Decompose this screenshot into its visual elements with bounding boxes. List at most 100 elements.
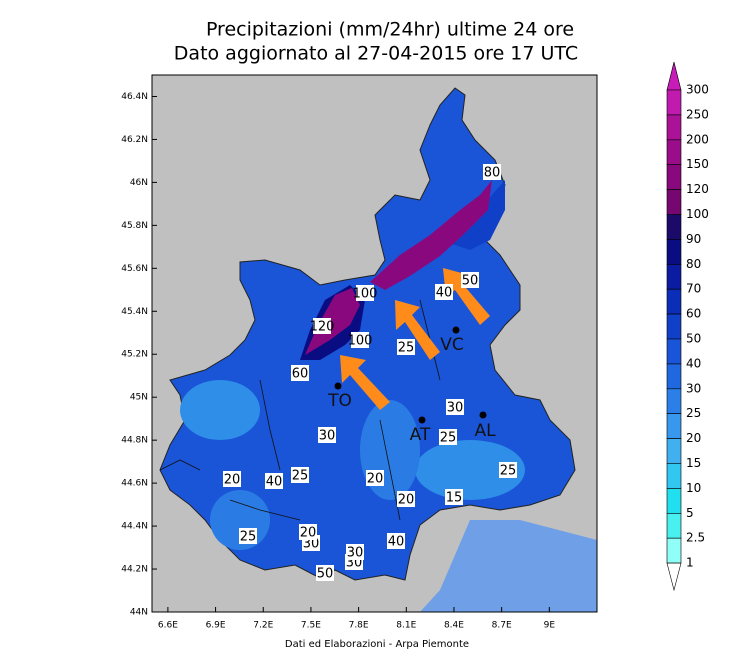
contour-label: 20 bbox=[398, 493, 415, 508]
lat-tick-label: 45.8N bbox=[121, 221, 148, 231]
colorbar-segment bbox=[666, 363, 682, 390]
colorbar-segment bbox=[666, 463, 682, 489]
colorbar-segment bbox=[666, 513, 682, 539]
contour-label: 40 bbox=[436, 286, 453, 301]
contour-label-box bbox=[239, 528, 257, 544]
contour-label-box bbox=[291, 365, 309, 381]
contour-label: 50 bbox=[462, 274, 479, 289]
arrows bbox=[340, 268, 490, 410]
lon-tick-label: 6.9E bbox=[206, 621, 226, 631]
contour-label-box bbox=[351, 332, 369, 348]
contour-label: 60 bbox=[292, 367, 309, 382]
lat-tick-label: 45N bbox=[130, 393, 148, 403]
lat-tick-label: 45.2N bbox=[121, 350, 148, 360]
lat-tick-label: 45.4N bbox=[121, 307, 148, 317]
title-line: Dato aggiornato al 27-04-2015 ore 17 UTC bbox=[174, 43, 578, 65]
contour-label-box bbox=[397, 491, 415, 507]
colorbar-label: 150 bbox=[686, 157, 709, 171]
colorbar-label: 60 bbox=[686, 307, 701, 321]
colorbar-segment bbox=[666, 288, 682, 315]
lon-tick-label: 7.5E bbox=[301, 621, 321, 631]
colorbar-label: 1 bbox=[686, 556, 694, 570]
light-area bbox=[180, 380, 260, 440]
colorbar-label: 2.5 bbox=[686, 531, 705, 545]
city-label: TO bbox=[327, 391, 352, 411]
lon-tick-label: 8.1E bbox=[396, 621, 416, 631]
lat-tick-label: 45.6N bbox=[121, 264, 148, 274]
lat-tick-label: 44.4N bbox=[121, 522, 148, 532]
colorbar-label: 200 bbox=[686, 132, 709, 146]
footer: Dati ed Elaborazioni - Arpa Piemonte bbox=[285, 639, 469, 650]
contour-label-box bbox=[356, 285, 374, 301]
lat-tick-label: 44.6N bbox=[121, 479, 148, 489]
colorbar-label: 250 bbox=[686, 107, 709, 121]
contour-label: 20 bbox=[300, 526, 317, 541]
map-frame bbox=[151, 74, 598, 613]
colorbar-segment bbox=[666, 562, 682, 592]
contour-label-box bbox=[223, 471, 241, 487]
contour-label-box bbox=[313, 318, 331, 334]
colorbar-segment bbox=[666, 214, 682, 240]
contour-label: 25 bbox=[500, 464, 517, 479]
city-label: AT bbox=[410, 425, 431, 445]
contour-label-box bbox=[387, 533, 405, 549]
contour-label: 100 bbox=[348, 334, 373, 349]
lat-tick-label: 46N bbox=[130, 178, 148, 188]
contour-label-box bbox=[397, 339, 415, 355]
contour-label: 80 bbox=[484, 166, 501, 181]
lon-tick-label: 8.4E bbox=[444, 621, 464, 631]
colorbar-segment bbox=[666, 139, 682, 165]
city-dot bbox=[479, 411, 487, 419]
contour-label: 40 bbox=[266, 475, 283, 490]
contour-label-box bbox=[435, 284, 453, 300]
colorbar-segment bbox=[666, 264, 682, 290]
contour-label: 25 bbox=[398, 341, 415, 356]
lon-tick-label: 8.7E bbox=[492, 621, 512, 631]
colorbar-segment bbox=[666, 413, 682, 439]
city-label: VC bbox=[440, 335, 464, 355]
city-label: AL bbox=[474, 421, 496, 441]
colorbar-segment bbox=[666, 114, 682, 141]
lat-tick-label: 46.2N bbox=[121, 135, 148, 145]
colorbar-label: 5 bbox=[686, 506, 694, 520]
city-dot bbox=[452, 326, 460, 334]
colorbar-label: 20 bbox=[686, 431, 701, 445]
sea bbox=[420, 520, 597, 612]
colorbar-segment bbox=[666, 61, 682, 91]
colorbar-label: 80 bbox=[686, 257, 701, 271]
contour-label: 120 bbox=[310, 320, 335, 335]
contour-label: 30 bbox=[447, 401, 464, 416]
contour-label: 40 bbox=[388, 535, 405, 550]
lat-tick-label: 44N bbox=[130, 608, 148, 618]
contour-label-box bbox=[346, 544, 364, 560]
contour-label: 100 bbox=[353, 287, 378, 302]
colorbar-segment bbox=[666, 239, 682, 265]
city-dot bbox=[334, 382, 342, 390]
lat-tick-label: 46.4N bbox=[121, 92, 148, 102]
colorbar-segment bbox=[666, 488, 682, 514]
colorbar-label: 50 bbox=[686, 332, 701, 346]
title-line: Precipitazioni (mm/24hr) ultime 24 ore bbox=[206, 19, 574, 41]
colorbar-label: 40 bbox=[686, 356, 701, 370]
contour-label-box bbox=[291, 467, 309, 483]
contour-label-box bbox=[318, 427, 336, 443]
colorbar-segment bbox=[666, 89, 682, 116]
heavy-rain bbox=[305, 288, 360, 355]
colorbar-label: 15 bbox=[686, 456, 701, 470]
colorbar-label: 120 bbox=[686, 182, 709, 196]
contour-label: 20 bbox=[367, 472, 384, 487]
colorbar-label: 25 bbox=[686, 406, 701, 420]
colorbar-segment bbox=[666, 338, 682, 365]
contour-label: 30 bbox=[347, 546, 364, 561]
lon-tick-label: 9E bbox=[544, 621, 556, 631]
heavy-rain bbox=[370, 180, 492, 290]
contour-label-box bbox=[461, 272, 479, 288]
contour-label: 30 bbox=[319, 429, 336, 444]
contour-label-box bbox=[366, 470, 384, 486]
colorbar-segment bbox=[666, 189, 682, 215]
contour-label: 25 bbox=[292, 469, 309, 484]
lat-tick-label: 44.2N bbox=[121, 565, 148, 575]
contour-label-box bbox=[439, 429, 457, 445]
colorbar-label: 300 bbox=[686, 83, 709, 97]
